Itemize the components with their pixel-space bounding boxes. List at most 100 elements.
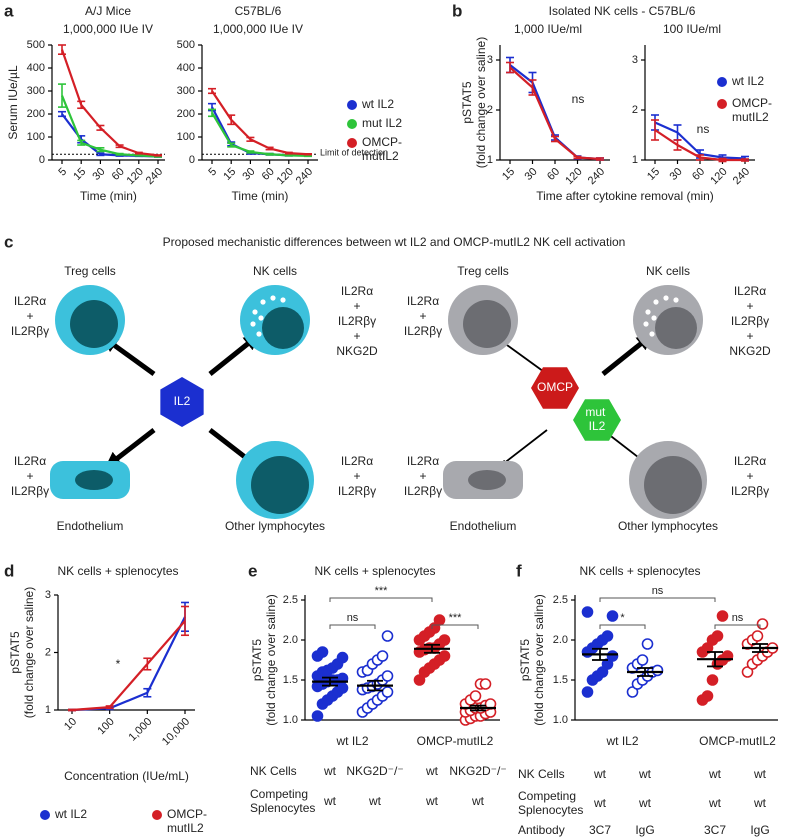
granule [649,331,655,337]
arrow [501,429,548,466]
series-line [60,95,159,158]
receptor-label: + [746,329,753,343]
annotation: ns [572,92,585,106]
ligand-label: mut IL2 [585,405,608,433]
legend-marker [347,100,357,110]
x-tick-label: 100 [95,716,116,737]
row-label: Antibody [518,823,565,837]
table-cell: wt [593,767,607,781]
data-point [381,670,394,682]
table-cell: wt [753,767,767,781]
data-point [601,658,614,670]
receptor-label: IL2Rα [734,284,766,298]
legend-label: OMCP-mutIL2 [732,96,772,124]
panel-label: d [4,561,14,580]
granule [260,299,266,305]
row-label: Splenocytes [250,801,315,815]
table-cell: wt [593,796,607,810]
arrow [601,334,653,376]
series-line [71,616,186,712]
chart-subtitle: 1,000,000 IUe IV [213,22,303,36]
panel-label: b [452,1,462,20]
cell-nucleus [644,456,702,514]
y-axis-label: (fold change over saline) [532,594,546,725]
data-point [311,710,324,722]
granule [645,309,651,315]
table-cell: 3C7 [589,823,611,837]
y-axis-label: (fold change over saline) [22,587,36,718]
table-cell: wt [323,794,337,808]
y-tick-label: 1 [487,154,493,166]
annotation: Limit of detection [320,147,388,157]
x-axis-label: Time (min) [80,189,137,203]
legend-label: OMCP-mutIL2 [362,135,402,163]
y-tick-label: 1 [45,704,51,716]
chart-subtitle: 1,000,000 IUe IV [63,22,153,36]
receptor-label: IL2Rα [14,454,46,468]
cell-nucleus [70,300,118,348]
y-tick-label: 2 [487,104,493,116]
arrow [208,334,260,376]
table-cell: wt [368,794,382,808]
y-tick-label: 400 [27,62,45,74]
ligand [573,399,621,441]
granule [653,299,659,305]
series-line [211,90,309,156]
x-axis-label: Time after cytokine removal (min) [536,189,714,203]
data-point [479,678,492,690]
receptor-label: IL2Rα [734,454,766,468]
x-tick-label: 60 [545,166,562,183]
table-cell: wt [708,767,722,781]
significance-bracket [714,624,761,629]
legend-label: OMCP-mutIL2 [167,807,207,835]
x-tick-label: 240 [586,166,607,187]
y-tick-label: 1.5 [553,674,568,686]
receptor-label: + [26,309,33,323]
ligand [160,377,204,427]
legend-marker [347,138,357,148]
cell-label: Endothelium [450,519,517,533]
granule [270,295,276,301]
y-axis-label: pSTAT5 [250,639,264,682]
table-cell: IgG [750,823,769,837]
ligand-label: IL2 [174,394,191,408]
y-tick-label: 1.5 [283,674,298,686]
y-tick-label: 0 [39,154,45,166]
data-point [606,610,619,622]
arrow [101,336,156,377]
cell-label: NK cells [253,264,297,278]
x-tick-label: OMCP-mutIL2 [699,734,776,748]
y-tick-label: 1.0 [283,714,298,726]
data-point [606,650,619,662]
receptor-label: IL2Rβγ [731,484,769,498]
ligand-label: OMCP [537,380,573,394]
chart-title: C57BL/6 [235,4,282,18]
data-point [641,638,654,650]
table-cell: wt [638,796,652,810]
granule [250,321,256,327]
receptor-label: + [26,469,33,483]
legend-label: wt IL2 [361,97,394,111]
y-tick-label: 2.5 [553,594,568,606]
data-point [581,606,594,618]
x-tick-label: 120 [563,166,584,187]
cell-label: Other lymphocytes [225,519,325,533]
chart-title: 1,000 IUe/ml [514,22,582,36]
panel-label: e [248,561,257,580]
data-point [741,666,754,678]
cell-nucleus [655,307,697,349]
data-point [413,674,426,686]
y-axis-label: pSTAT5 [8,631,22,674]
receptor-label: + [419,309,426,323]
series-line [509,66,601,161]
x-tick-label: 240 [294,166,315,187]
row-label: Splenocytes [518,803,583,817]
y-tick-label: 1 [632,154,638,166]
y-tick-label: 500 [27,39,45,51]
granule [673,297,679,303]
arrow [104,428,156,468]
y-axis-label: (fold change over saline) [264,594,278,725]
x-tick-label: OMCP-mutIL2 [417,734,494,748]
annotation: ns [697,122,710,136]
data-point [581,686,594,698]
